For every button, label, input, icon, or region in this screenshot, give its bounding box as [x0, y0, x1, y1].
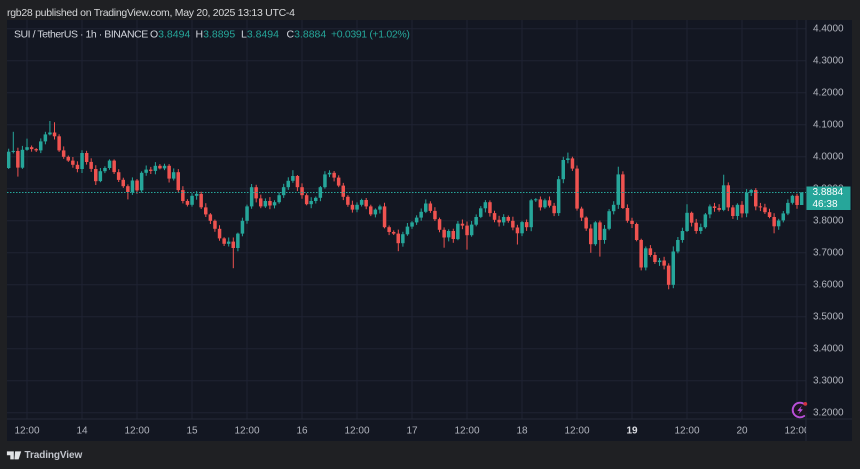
- svg-text:17: 17: [406, 426, 418, 437]
- svg-text:46:38: 46:38: [813, 199, 838, 210]
- svg-text:3.8884: 3.8884: [813, 187, 844, 198]
- svg-text:3.3000: 3.3000: [813, 375, 844, 386]
- svg-text:12:00: 12:00: [124, 426, 149, 437]
- svg-text:3.7000: 3.7000: [813, 247, 844, 258]
- svg-text:4.4000: 4.4000: [813, 23, 844, 34]
- svg-text:20: 20: [736, 426, 748, 437]
- svg-text:4.3000: 4.3000: [813, 55, 844, 66]
- svg-text:15: 15: [186, 426, 198, 437]
- svg-text:12:00: 12:00: [454, 426, 479, 437]
- svg-text:4.0000: 4.0000: [813, 151, 844, 162]
- svg-text:3.6000: 3.6000: [813, 279, 844, 290]
- svg-text:3.8000: 3.8000: [813, 215, 844, 226]
- svg-text:12:00: 12:00: [344, 426, 369, 437]
- svg-text:14: 14: [76, 426, 88, 437]
- svg-text:12:00: 12:00: [564, 426, 589, 437]
- svg-text:rgb28 published on TradingView: rgb28 published on TradingView.com, May …: [7, 7, 295, 19]
- svg-text:3.2000: 3.2000: [813, 407, 844, 418]
- svg-text:18: 18: [516, 426, 528, 437]
- svg-text:19: 19: [626, 426, 638, 437]
- svg-text:4.2000: 4.2000: [813, 87, 844, 98]
- svg-text:12:00: 12:00: [674, 426, 699, 437]
- svg-text:16: 16: [296, 426, 308, 437]
- svg-text:TradingView: TradingView: [25, 450, 83, 461]
- svg-text:12:00: 12:00: [784, 426, 809, 437]
- svg-text:12:00: 12:00: [234, 426, 259, 437]
- svg-text:3.4000: 3.4000: [813, 343, 844, 354]
- svg-text:3.5000: 3.5000: [813, 311, 844, 322]
- svg-text:4.1000: 4.1000: [813, 119, 844, 130]
- svg-text:12:00: 12:00: [14, 426, 39, 437]
